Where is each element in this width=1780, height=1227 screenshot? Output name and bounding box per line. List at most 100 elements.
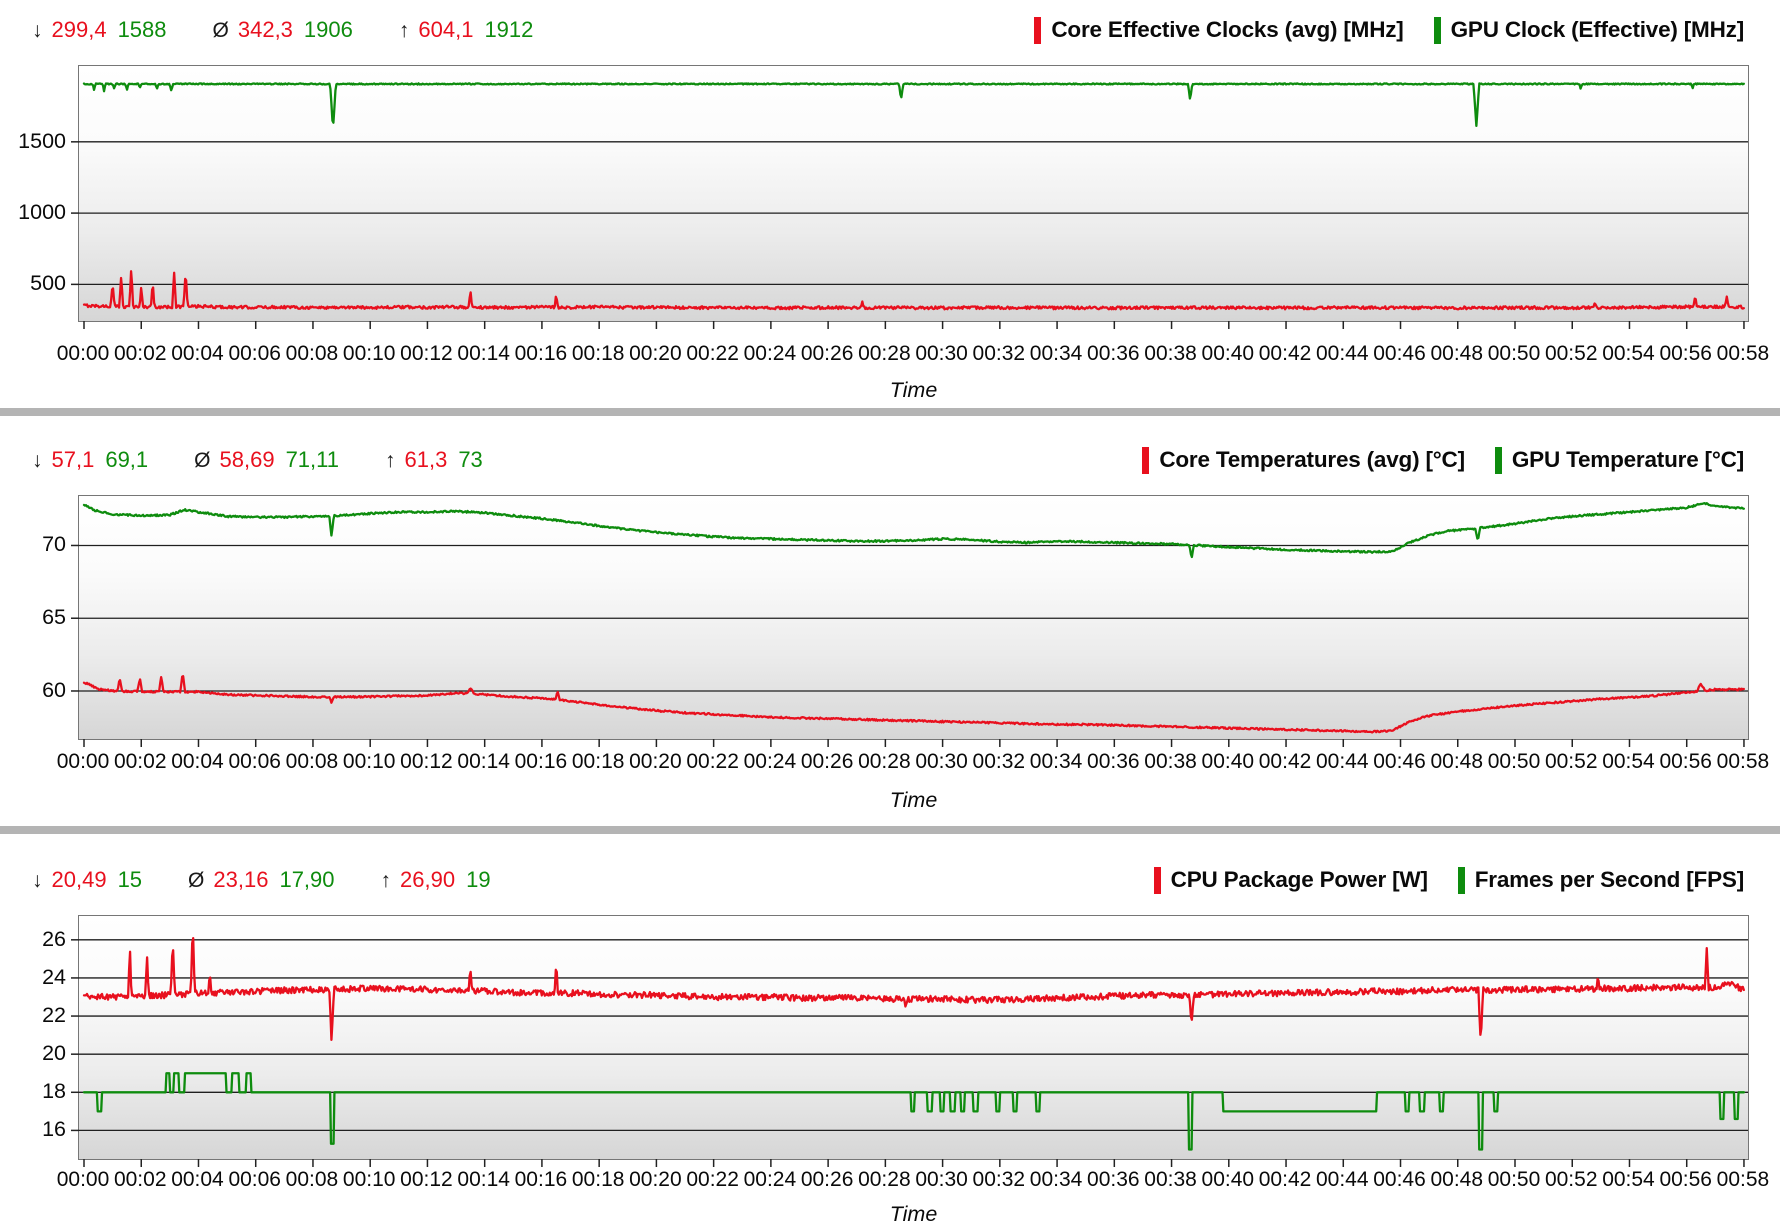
red-series-line xyxy=(82,270,1745,311)
x-axis-label: 00:34 xyxy=(1029,342,1083,365)
y-axis-label: 16 xyxy=(42,1117,66,1142)
x-axis-label: 00:08 xyxy=(285,342,339,365)
legend-item: GPU Clock (Effective) [MHz] xyxy=(1433,16,1745,44)
x-axis-label: 00:34 xyxy=(1029,750,1083,773)
min-arrow-icon: ↓ xyxy=(32,869,43,892)
min-stat: ↓ 57,1 69,1 xyxy=(32,447,148,473)
legend-label: CPU Package Power [W] xyxy=(1170,867,1428,892)
x-axis-label: 00:20 xyxy=(629,1168,682,1191)
green-series-line xyxy=(82,82,1745,128)
x-axis-label: 00:52 xyxy=(1544,750,1598,773)
y-axis-label: 18 xyxy=(42,1079,66,1104)
avg-red-value: 342,3 xyxy=(237,17,293,42)
x-axis-label: 00:46 xyxy=(1373,750,1426,773)
x-axis-label: 00:54 xyxy=(1602,750,1655,773)
temperature-chart-header: ↓ 57,1 69,1 Ø 58,69 71,11 ↑ 61,3 73 Core… xyxy=(32,442,1744,478)
max-red-value: 61,3 xyxy=(404,447,448,472)
legend-label: Core Effective Clocks (avg) [MHz] xyxy=(1051,17,1404,42)
x-axis-label: 00:48 xyxy=(1430,342,1484,365)
min-arrow-icon: ↓ xyxy=(32,449,43,472)
min-green-value: 69,1 xyxy=(105,447,149,472)
x-axis-label: 00:04 xyxy=(171,1168,224,1191)
avg-stat: Ø 58,69 71,11 xyxy=(194,447,339,473)
legend-label: GPU Clock (Effective) [MHz] xyxy=(1450,17,1745,42)
x-axis-label: 00:36 xyxy=(1087,750,1140,773)
max-green-value: 73 xyxy=(458,447,483,472)
y-axis-label: 65 xyxy=(42,605,66,630)
red-series-swatch-icon xyxy=(1153,866,1161,894)
x-axis-label: 00:48 xyxy=(1430,750,1484,773)
min-red-value: 20,49 xyxy=(51,867,107,892)
legend-label: Frames per Second [FPS] xyxy=(1474,867,1744,892)
avg-green-value: 1906 xyxy=(303,17,353,42)
green-series-swatch-icon xyxy=(1457,866,1465,894)
x-axis-label: 00:02 xyxy=(113,1168,167,1191)
green-series-swatch-icon xyxy=(1433,16,1441,44)
x-axis-label: 00:06 xyxy=(228,1168,281,1191)
x-axis-label: 00:10 xyxy=(342,342,396,365)
x-axis-label: 00:08 xyxy=(285,750,339,773)
x-axis-label: 00:04 xyxy=(171,342,224,365)
min-red-value: 57,1 xyxy=(51,447,95,472)
min-red-value: 299,4 xyxy=(51,17,107,42)
x-axis-label: 00:24 xyxy=(743,750,797,773)
green-series-swatch-icon xyxy=(1494,446,1502,474)
x-axis-label: 00:06 xyxy=(228,342,281,365)
temperature-plot-canvas xyxy=(71,502,1748,747)
x-axis-label: 00:48 xyxy=(1430,1168,1484,1191)
x-axis-label: 00:24 xyxy=(743,1168,797,1191)
x-axis-label: 00:02 xyxy=(113,342,167,365)
x-axis-label: 00:50 xyxy=(1487,342,1541,365)
x-axis-label: 00:40 xyxy=(1201,750,1255,773)
min-green-value: 1588 xyxy=(117,17,167,42)
x-axis-label: 00:42 xyxy=(1258,342,1312,365)
x-axis-label: 00:22 xyxy=(686,342,739,365)
power-fps-legend: CPU Package Power [W] Frames per Second … xyxy=(1124,866,1744,894)
time-axis-title: Time xyxy=(889,1202,938,1226)
power-fps-plot[interactable] xyxy=(71,915,1749,1167)
x-axis-label: 00:16 xyxy=(514,342,568,365)
x-axis-label: 00:32 xyxy=(972,750,1026,773)
x-axis-label: 00:02 xyxy=(113,750,167,773)
max-red-value: 604,1 xyxy=(418,17,474,42)
red-series-swatch-icon xyxy=(1034,16,1042,44)
x-axis-label: 00:44 xyxy=(1315,750,1369,773)
power-fps-stats: ↓ 20,49 15 Ø 23,16 17,90 ↑ 26,90 19 xyxy=(32,867,537,893)
time-axis-title: Time xyxy=(889,788,938,812)
x-axis-label: 00:52 xyxy=(1544,1168,1598,1191)
x-axis-label: 00:58 xyxy=(1716,342,1770,365)
legend-label: Core Temperatures (avg) [°C] xyxy=(1159,447,1465,472)
x-axis-label: 00:58 xyxy=(1716,750,1770,773)
avg-red-value: 58,69 xyxy=(219,447,275,472)
y-axis-label: 1000 xyxy=(18,200,66,225)
x-axis-label: 00:50 xyxy=(1487,750,1541,773)
green-series-line xyxy=(82,1072,1746,1151)
max-green-value: 19 xyxy=(466,867,491,892)
legend-item: Frames per Second [FPS] xyxy=(1457,866,1744,894)
x-axis-label: 00:16 xyxy=(514,1168,568,1191)
x-axis-label: 00:10 xyxy=(342,750,396,773)
x-axis-label: 00:12 xyxy=(400,1168,453,1191)
x-axis-label: 00:18 xyxy=(571,750,625,773)
legend-item: CPU Package Power [W] xyxy=(1153,866,1428,894)
max-arrow-icon: ↑ xyxy=(398,19,410,42)
sensor-log-viewer: { "symbols": {"min": "↓", "avg": "Ø", "m… xyxy=(0,12,1780,1226)
temperature-plot[interactable] xyxy=(71,495,1749,747)
clock-chart-header: ↓ 299,4 1588 Ø 342,3 1906 ↑ 604,1 1912 C… xyxy=(32,12,1744,48)
clocks-plot-canvas xyxy=(71,82,1748,329)
x-axis-label: 00:56 xyxy=(1659,342,1712,365)
x-axis-label: 00:16 xyxy=(514,750,568,773)
avg-stat: Ø 23,16 17,90 xyxy=(188,867,334,893)
y-axis-label: 20 xyxy=(42,1041,66,1066)
avg-red-value: 23,16 xyxy=(213,867,269,892)
min-green-value: 15 xyxy=(117,867,143,892)
x-axis-label: 00:26 xyxy=(800,750,854,773)
x-axis-label: 00:40 xyxy=(1201,342,1255,365)
x-axis-label: 00:54 xyxy=(1602,342,1655,365)
x-axis-label: 00:06 xyxy=(228,750,281,773)
x-axis-label: 00:36 xyxy=(1087,342,1140,365)
temperature-legend: Core Temperatures (avg) [°C] GPU Tempera… xyxy=(1112,446,1744,474)
clocks-plot[interactable] xyxy=(71,65,1749,329)
x-axis-label: 00:00 xyxy=(56,750,110,773)
max-stat: ↑ 26,90 19 xyxy=(381,867,491,893)
